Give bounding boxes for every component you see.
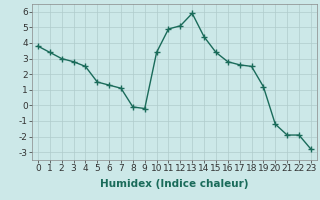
X-axis label: Humidex (Indice chaleur): Humidex (Indice chaleur) — [100, 179, 249, 189]
